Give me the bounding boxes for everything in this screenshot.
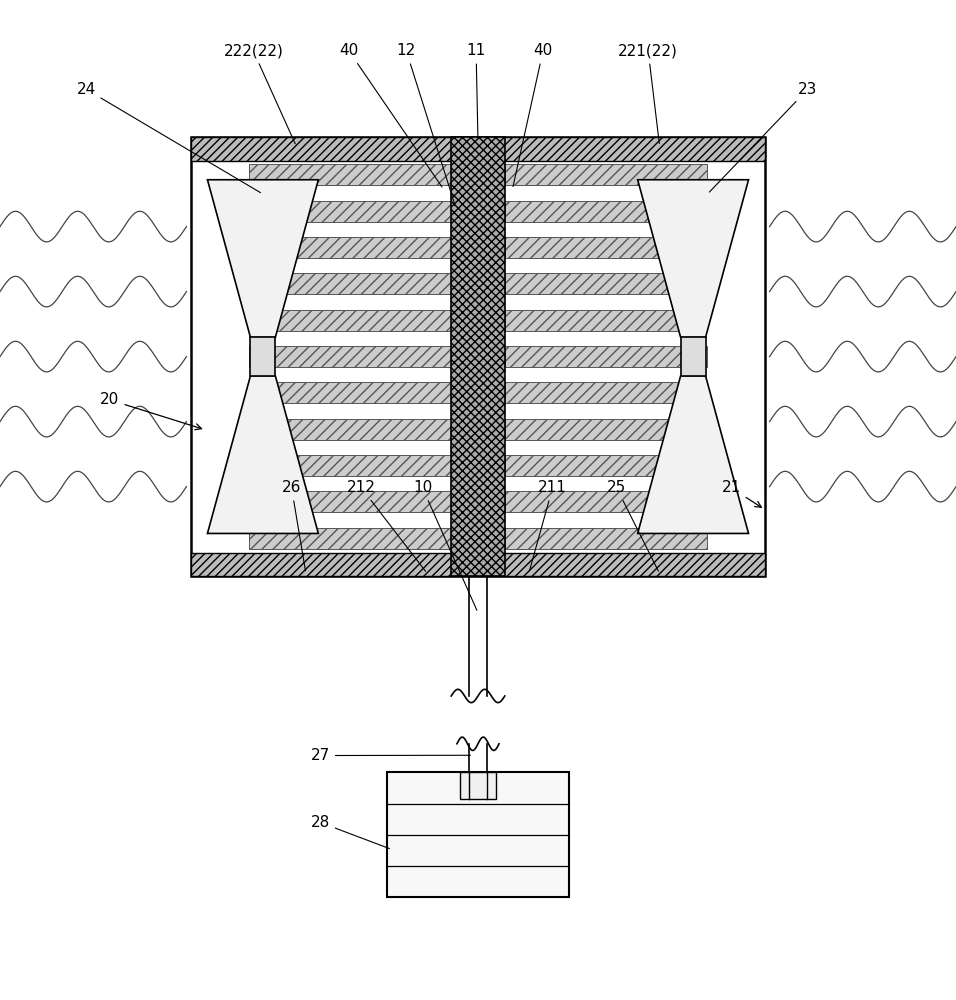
Polygon shape <box>207 180 318 337</box>
Bar <box>505 201 707 222</box>
Text: 12: 12 <box>397 43 455 206</box>
Bar <box>249 455 451 476</box>
Polygon shape <box>250 337 275 376</box>
Bar <box>505 273 707 294</box>
Polygon shape <box>207 376 318 533</box>
Bar <box>249 310 451 331</box>
Bar <box>249 237 451 258</box>
Text: 212: 212 <box>347 480 425 571</box>
Text: 20: 20 <box>100 392 202 430</box>
Bar <box>249 528 451 549</box>
Text: 25: 25 <box>607 480 659 571</box>
Polygon shape <box>638 376 749 533</box>
Bar <box>451 137 505 576</box>
Bar <box>505 491 707 512</box>
Bar <box>505 237 707 258</box>
Bar <box>249 273 451 294</box>
Bar <box>460 772 496 799</box>
Bar <box>387 772 569 897</box>
Bar <box>505 455 707 476</box>
Bar <box>249 382 451 403</box>
Bar <box>505 164 707 185</box>
Bar <box>249 419 451 440</box>
Text: 28: 28 <box>311 815 389 849</box>
Polygon shape <box>681 337 706 376</box>
Text: 21: 21 <box>722 480 761 507</box>
Bar <box>505 346 707 367</box>
Bar <box>505 528 707 549</box>
Text: 24: 24 <box>76 82 260 193</box>
Text: 11: 11 <box>467 43 486 139</box>
Bar <box>505 310 707 331</box>
Text: 10: 10 <box>413 480 477 610</box>
Text: 26: 26 <box>282 480 306 571</box>
Text: 23: 23 <box>709 82 817 192</box>
Bar <box>505 419 707 440</box>
Bar <box>191 553 765 576</box>
Bar <box>249 491 451 512</box>
Text: 40: 40 <box>513 43 553 187</box>
Text: 211: 211 <box>530 480 567 571</box>
Bar <box>191 137 765 576</box>
Bar <box>249 346 451 367</box>
Text: 40: 40 <box>339 43 442 187</box>
Text: 222(22): 222(22) <box>224 43 295 144</box>
Bar <box>249 164 451 185</box>
Text: 27: 27 <box>311 748 470 763</box>
Bar <box>249 201 451 222</box>
Bar <box>191 137 765 161</box>
Bar <box>505 382 707 403</box>
Text: 221(22): 221(22) <box>619 43 678 144</box>
Polygon shape <box>638 180 749 337</box>
